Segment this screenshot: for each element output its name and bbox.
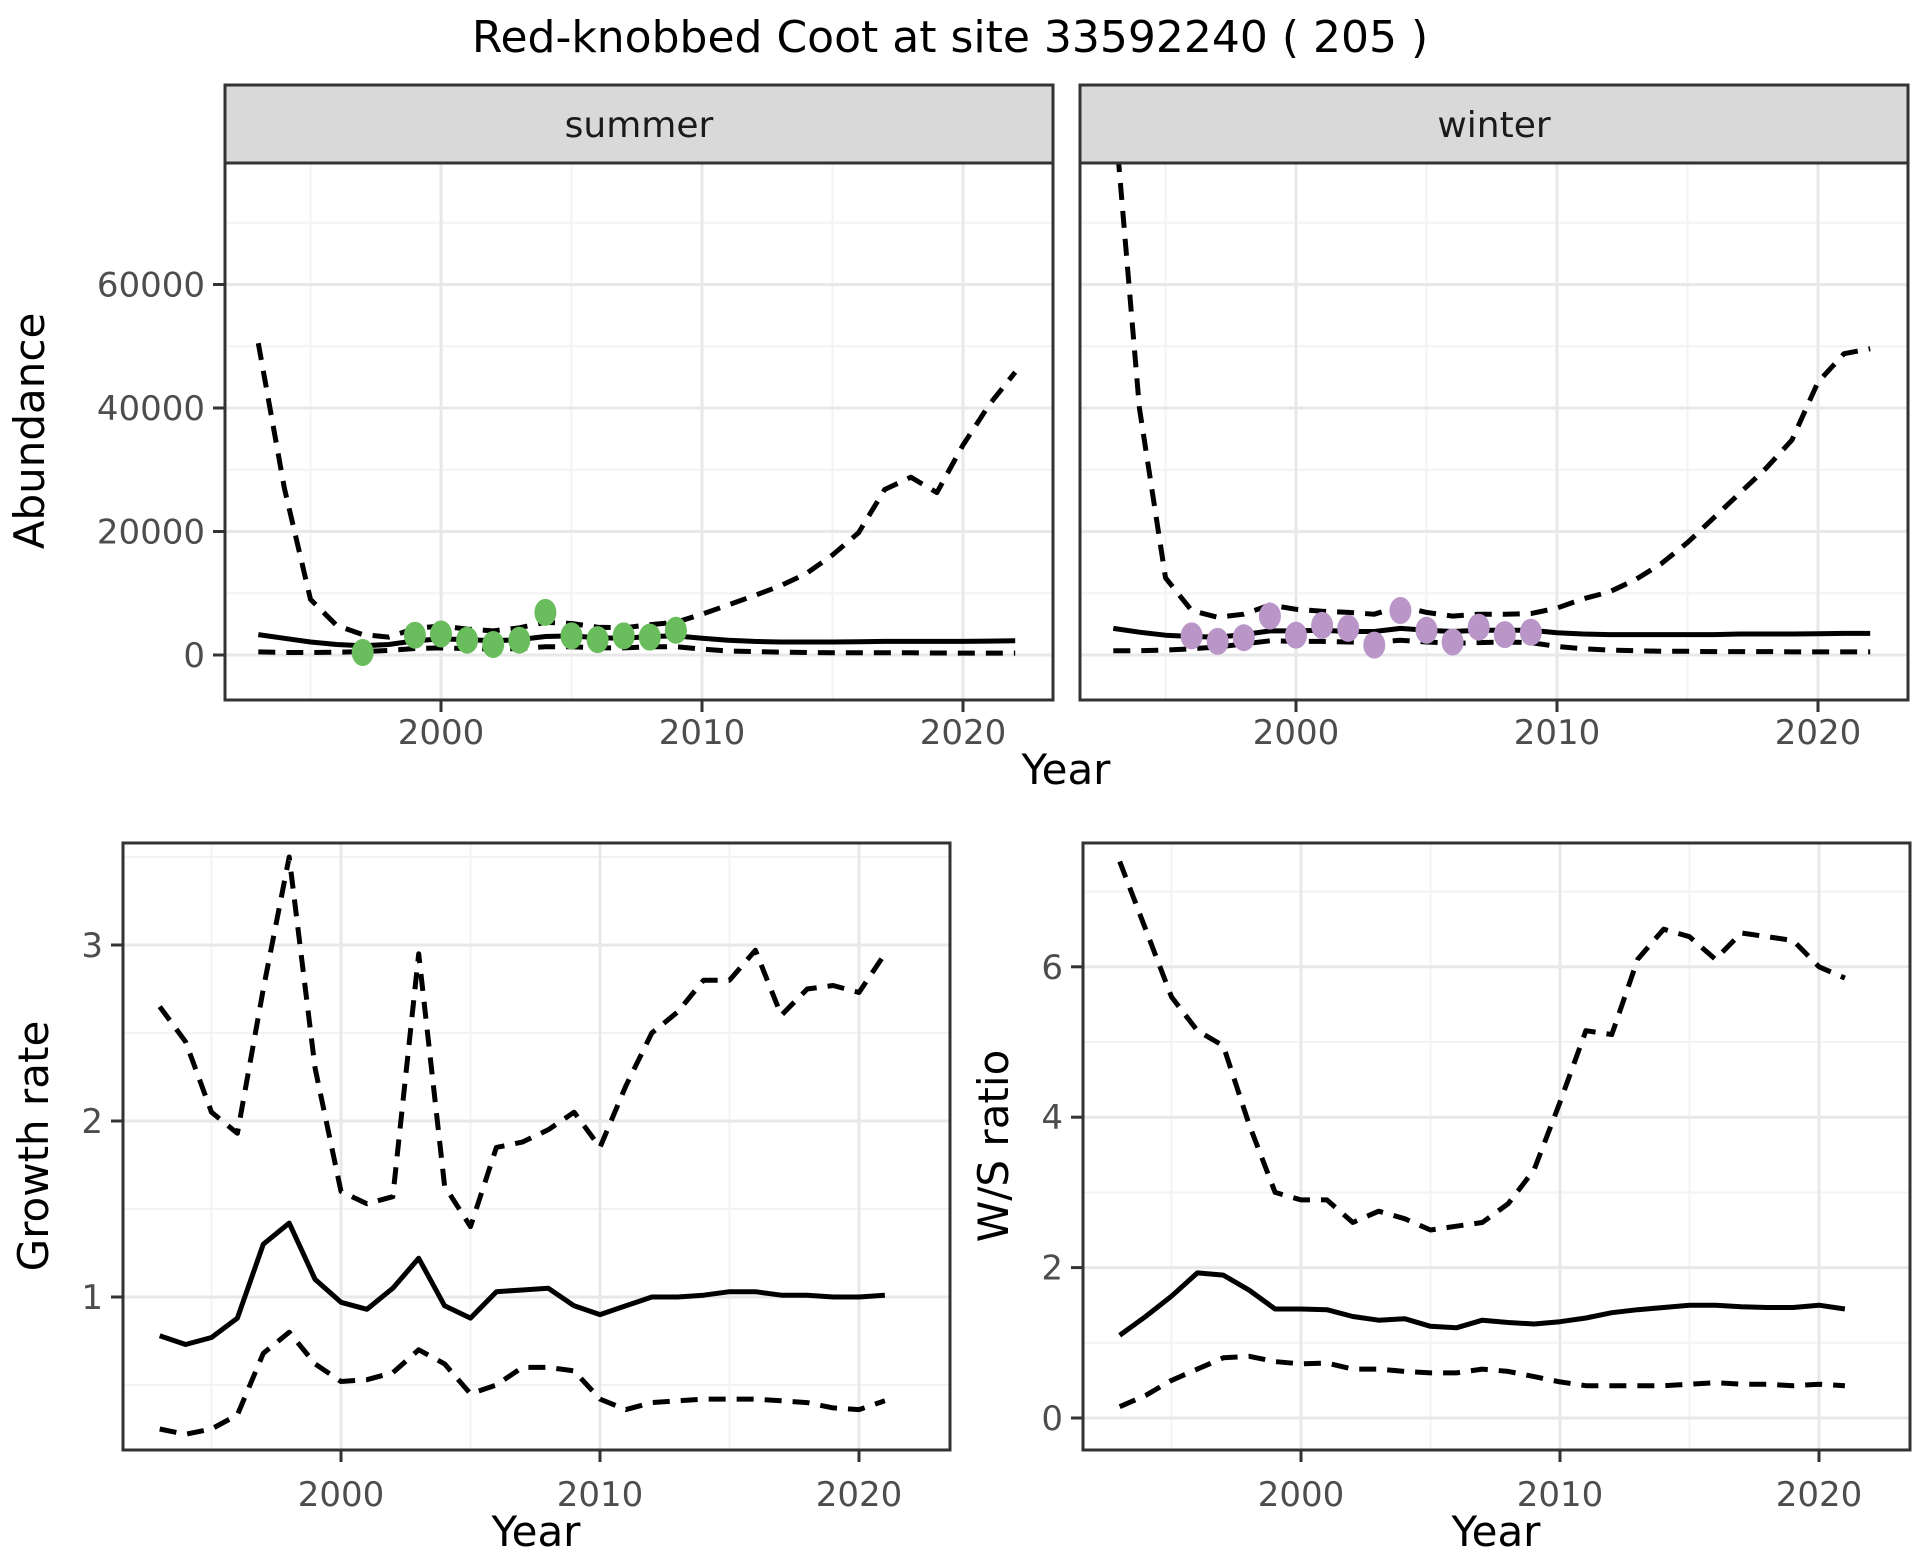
- observation-point: [1232, 624, 1255, 652]
- growth-year-axis-title: Year: [491, 1507, 582, 1556]
- y-tick-label: 2: [81, 1102, 103, 1142]
- panel-background: [225, 163, 1053, 700]
- panel-background: [123, 843, 950, 1450]
- top-year-axis-title: Year: [1021, 745, 1112, 794]
- page-title: Red-knobbed Coot at site 33592240 ( 205 …: [472, 12, 1428, 63]
- observation-point: [612, 622, 635, 650]
- x-tick-label: 2000: [298, 1475, 385, 1515]
- observation-point: [482, 631, 505, 658]
- observation-point: [1363, 631, 1386, 659]
- x-tick-label: 2000: [398, 713, 485, 753]
- y-tick-label: 0: [1041, 1399, 1063, 1439]
- growth-rate-axis-title: Growth rate: [9, 1021, 58, 1272]
- ws-ratio-axis-title: W/S ratio: [969, 1050, 1018, 1243]
- upper_95ci-line: [157, 854, 887, 1230]
- panel-border: [1081, 841, 1912, 1452]
- panel-background: [1083, 843, 1910, 1450]
- median-line: [158, 1220, 886, 1347]
- observation-point: [1285, 621, 1307, 649]
- observation-point: [1519, 618, 1542, 646]
- observation-point: [560, 622, 583, 650]
- ws-year-axis-title: Year: [1451, 1507, 1542, 1556]
- panel-ws-ratio: 2000 2010 2020 0 2 4 6: [1041, 841, 1912, 1515]
- observation-point: [1415, 616, 1438, 644]
- series-group: [1112, 163, 1871, 659]
- panel-growth-rate: 2000 2010 2020 1 2 3: [81, 841, 952, 1515]
- x-tick-label: 2010: [1514, 713, 1601, 753]
- upper_95ci-line: [1117, 860, 1846, 1233]
- observation-point: [1493, 621, 1516, 649]
- y-tick-label: 1: [81, 1278, 103, 1318]
- y-tick-label: 60000: [97, 266, 205, 306]
- observation-point: [508, 626, 531, 654]
- observation-point: [1441, 628, 1464, 656]
- panel-border: [121, 841, 952, 1452]
- y-tick-label: 2: [1041, 1249, 1063, 1289]
- x-tick-label: 2020: [1775, 713, 1862, 753]
- facet-strip: [1078, 83, 1910, 165]
- observation-point: [430, 620, 452, 648]
- observation-point: [1337, 614, 1360, 642]
- observation-point: [1311, 611, 1334, 639]
- series-group: [255, 342, 1018, 666]
- panel-background: [1080, 163, 1908, 700]
- x-tick-label: 2020: [920, 713, 1007, 753]
- x-tick-label: 2000: [1258, 1475, 1345, 1515]
- observation-point: [351, 639, 374, 666]
- lower_95ci-line: [1118, 1353, 1846, 1409]
- panel-abundance-winter: 2000 2010 2020: [1078, 83, 1910, 753]
- median-line: [257, 632, 1016, 649]
- lower_95ci-line: [258, 644, 1016, 656]
- median-line: [1118, 1270, 1846, 1338]
- abundance-axis-title: Abundance: [5, 313, 54, 550]
- facet-strip-winter-label: winter: [1437, 105, 1551, 146]
- y-tick-label: 20000: [97, 513, 205, 553]
- observation-point: [1258, 602, 1281, 630]
- observation-point: [534, 598, 557, 626]
- observation-point: [456, 626, 479, 654]
- upper_95ci-line: [1116, 163, 1871, 620]
- x-tick-label: 2020: [816, 1475, 903, 1515]
- x-tick-label: 2000: [1253, 713, 1340, 753]
- lower_95ci-line: [159, 1329, 886, 1437]
- observation-point: [1180, 622, 1203, 650]
- x-tick-label: 2010: [659, 713, 746, 753]
- x-tick-label: 2010: [557, 1475, 644, 1515]
- y-tick-label: 0: [183, 636, 205, 676]
- facet-strip: [223, 83, 1055, 165]
- x-tick-label: 2010: [1517, 1475, 1604, 1515]
- y-tick-label: 4: [1041, 1098, 1063, 1138]
- y-tick-label: 6: [1041, 948, 1063, 988]
- observation-point: [664, 616, 687, 644]
- y-tick-label: 40000: [97, 389, 205, 429]
- observation-point: [1206, 627, 1229, 655]
- facet-strip-summer-label: summer: [565, 105, 714, 146]
- series-group: [157, 854, 887, 1437]
- observation-point: [1467, 613, 1490, 641]
- series-group: [1117, 860, 1846, 1409]
- observation-point: [586, 626, 609, 654]
- observation-point: [403, 621, 426, 649]
- observation-point: [1389, 597, 1412, 624]
- observation-point: [638, 623, 661, 651]
- y-tick-label: 3: [81, 926, 103, 966]
- upper_95ci-line: [255, 342, 1018, 640]
- panel-abundance-summer: 2000 2010 2020 0 20000 40000 60000: [97, 83, 1055, 753]
- x-tick-label: 2020: [1776, 1475, 1863, 1515]
